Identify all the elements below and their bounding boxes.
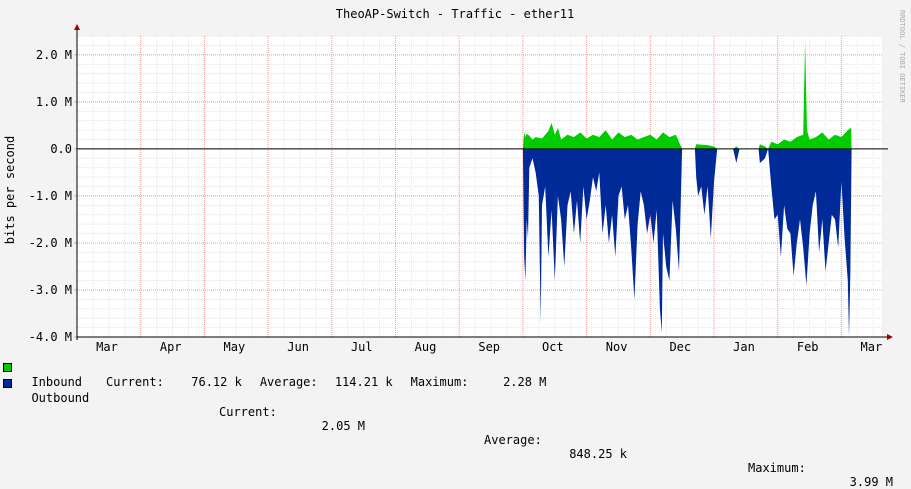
inbound-area <box>522 41 852 149</box>
y-tick-label: 1.0 M <box>36 95 72 109</box>
y-tick-label: -4.0 M <box>29 330 72 344</box>
month-label: Apr <box>160 340 182 354</box>
inbound-label: Inbound <box>31 375 83 389</box>
axis-labels: 2.0 M 1.0 M 0.0 -1.0 M -2.0 M -3.0 M -4.0 M Mar… <box>29 48 883 354</box>
outbound-average-label: Average: <box>484 433 542 447</box>
month-label: Mar <box>861 340 883 354</box>
outbound-label: Outbound <box>31 391 90 405</box>
y-axis-label: bits per second <box>3 136 17 244</box>
outbound-maximum-value: 3.99 M <box>849 475 893 489</box>
inbound-average-label: Average: <box>259 375 318 389</box>
y-tick-label: 2.0 M <box>36 48 72 62</box>
y-axis-arrow <box>74 24 80 30</box>
month-label: Oct <box>542 340 564 354</box>
y-tick-label: 0.0 <box>50 142 72 156</box>
x-axis-arrow <box>887 334 893 340</box>
legend-outbound: Outbound Current: 2.05 M Average: 848.25… <box>3 377 897 489</box>
month-label: May <box>224 340 246 354</box>
y-tick-label: -1.0 M <box>29 189 72 203</box>
inbound-average-value: 114.21 k <box>334 375 393 389</box>
outbound-swatch <box>3 379 12 388</box>
legend-inbound: Inbound Current: 76.12 k Average: 114.21 k Ma… <box>3 361 546 389</box>
inbound-current-value: 76.12 k <box>191 375 242 389</box>
y-tick-label: -3.0 M <box>29 283 72 297</box>
month-label: Aug <box>415 340 437 354</box>
month-label: Feb <box>797 340 819 354</box>
outbound-current-value: 2.05 M <box>321 419 365 433</box>
rrdtool-watermark: RRDTOOL / TOBI OETIKER <box>898 10 906 104</box>
month-label: Nov <box>606 340 628 354</box>
series-areas <box>522 41 852 337</box>
month-label: Jan <box>733 340 755 354</box>
inbound-maximum-label: Maximum: <box>410 375 469 389</box>
traffic-graph: 2.0 M 1.0 M 0.0 -1.0 M -2.0 M -3.0 M -4.0 M Mar… <box>3 7 906 354</box>
outbound-current-label: Current: <box>219 405 277 419</box>
y-tick-label: -2.0 M <box>29 236 72 250</box>
month-label: Dec <box>669 340 691 354</box>
month-label: Mar <box>96 340 118 354</box>
outbound-area <box>522 148 852 337</box>
inbound-swatch <box>3 363 12 372</box>
axes <box>74 24 893 340</box>
month-label: Sep <box>478 340 500 354</box>
outbound-average-value: 848.25 k <box>569 447 627 461</box>
inbound-current-label: Current: <box>106 375 164 389</box>
outbound-maximum-label: Maximum: <box>748 461 806 475</box>
grid <box>76 35 882 338</box>
month-label: Jun <box>287 340 309 354</box>
month-label: Jul <box>351 340 373 354</box>
chart-title: TheoAP-Switch - Traffic - ether11 <box>336 7 574 21</box>
inbound-maximum-value: 2.28 M <box>503 375 547 389</box>
